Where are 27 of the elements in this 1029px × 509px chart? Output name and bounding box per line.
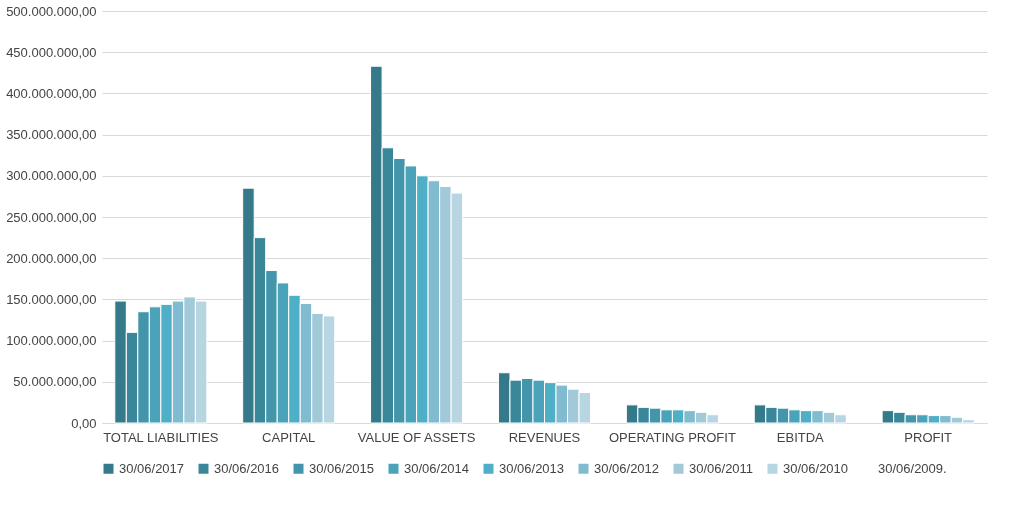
- x-tick-label: OPERATING PROFIT: [608, 429, 736, 445]
- legend-label: 30/06/2017: [119, 460, 185, 476]
- y-tick-label: 150.000.000,00: [6, 291, 97, 307]
- y-tick-label: 400.000.000,00: [6, 85, 97, 101]
- legend-label: 30/06/2011: [689, 460, 754, 476]
- y-tick-label: 0,00: [71, 415, 97, 431]
- y-tick-label: 450.000.000,00: [6, 44, 97, 60]
- x-tick-label: TOTAL LIABILITIES: [103, 429, 219, 445]
- x-tick-label: VALUE OF ASSETS: [357, 429, 476, 445]
- legend-label: 30/06/2013: [499, 460, 565, 476]
- x-tick-label: CAPITAL: [262, 429, 316, 445]
- y-tick-label: 350.000.000,00: [6, 127, 97, 143]
- y-tick-label: 250.000.000,00: [6, 209, 97, 225]
- y-tick-label: 300.000.000,00: [6, 168, 97, 184]
- y-tick-label: 100.000.000,00: [6, 333, 97, 349]
- x-tick-label: PROFIT: [904, 429, 953, 445]
- x-tick-label: REVENUES: [508, 429, 581, 445]
- x-tick-label: EBITDA: [776, 429, 825, 445]
- text: 30/06/2009.: [878, 460, 947, 476]
- legend-label: 30/06/2010: [783, 460, 849, 476]
- y-tick-label: 50.000.000,00: [13, 374, 97, 390]
- legend-label: 30/06/2015: [309, 460, 375, 476]
- legend-label: 30/06/2016: [214, 460, 280, 476]
- legend-label: 30/06/2014: [404, 460, 470, 476]
- legend-label: 30/06/2012: [594, 460, 660, 476]
- y-tick-label: 500.000.000,00: [6, 3, 97, 19]
- y-tick-label: 200.000.000,00: [6, 250, 97, 266]
